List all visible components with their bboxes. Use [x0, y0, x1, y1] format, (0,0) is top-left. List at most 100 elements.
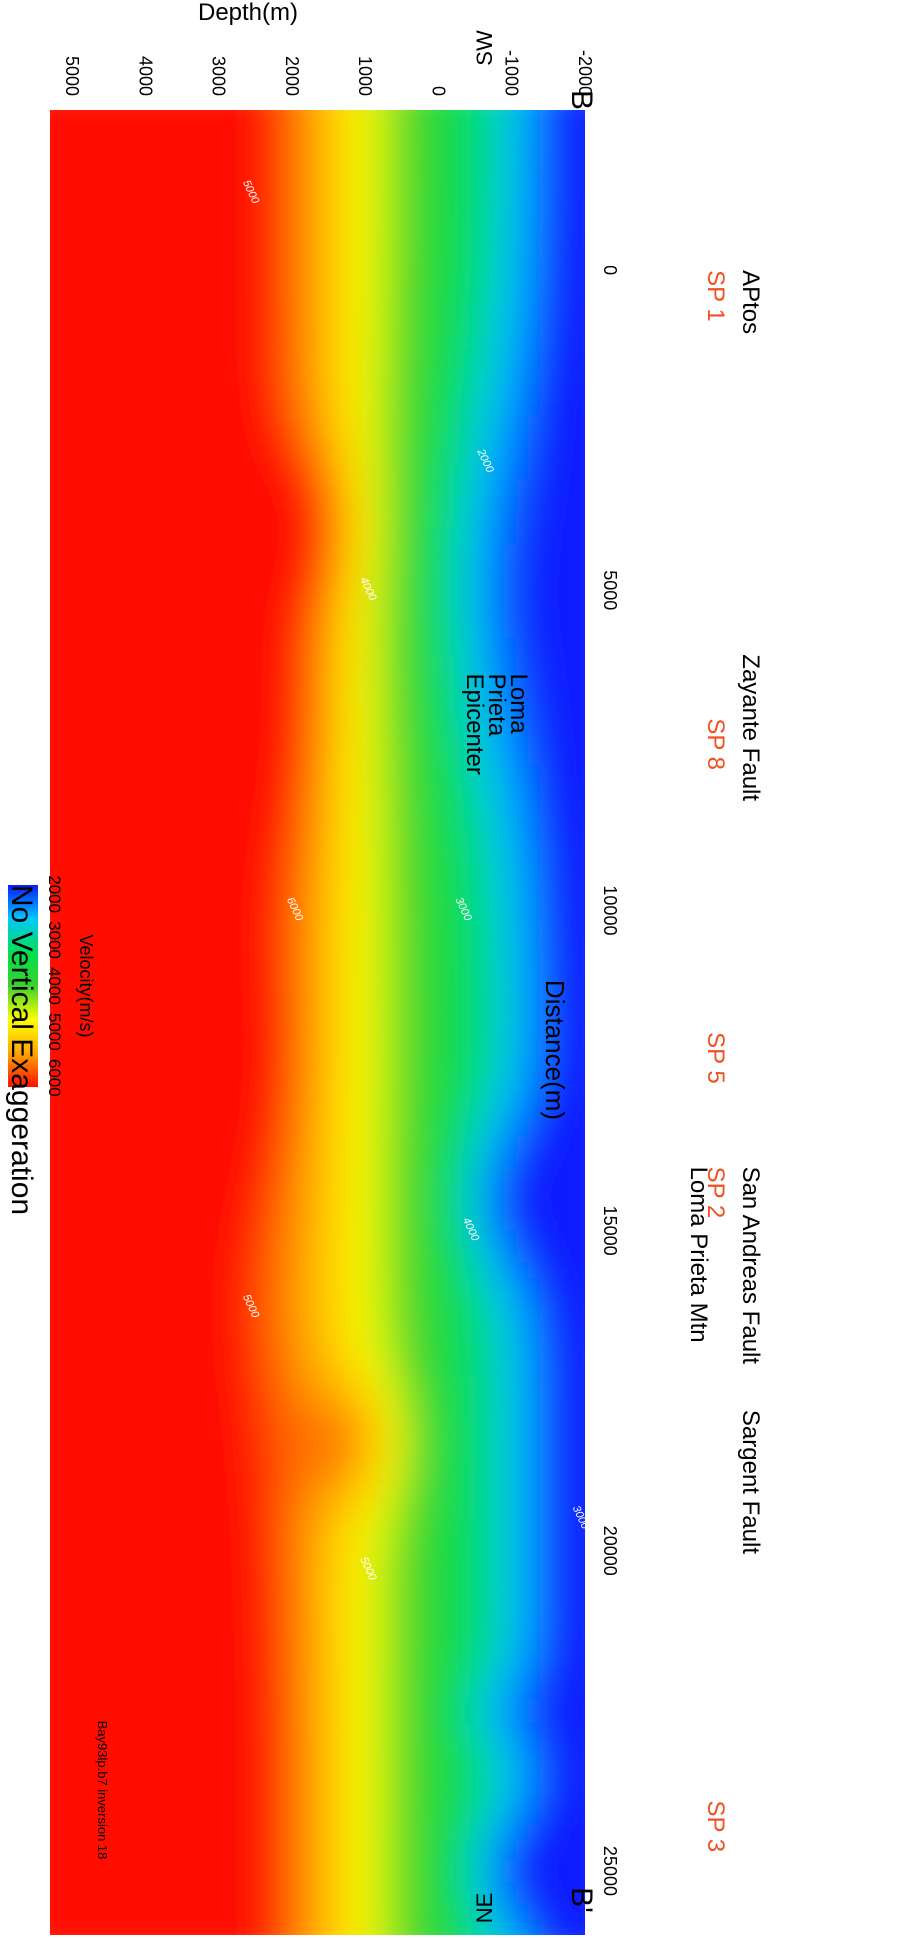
velocity-cell	[515, 1550, 528, 1568]
velocity-cell	[374, 1358, 388, 1376]
velocity-cell	[456, 222, 470, 239]
velocity-cell	[374, 606, 388, 623]
velocity-cell	[351, 1470, 364, 1488]
velocity-cell	[538, 846, 552, 864]
velocity-cell	[105, 1262, 118, 1280]
velocity-cell	[222, 910, 235, 928]
velocity-cell	[409, 686, 423, 703]
velocity-cell	[245, 942, 259, 960]
velocity-cell	[105, 1038, 118, 1056]
velocity-cell	[492, 222, 505, 239]
velocity-cell	[128, 494, 141, 511]
velocity-cell	[433, 414, 446, 431]
velocity-cell	[269, 1038, 282, 1056]
velocity-cell	[222, 350, 235, 367]
velocity-cell	[492, 1390, 505, 1408]
velocity-cell	[280, 1070, 294, 1088]
velocity-cell	[234, 1134, 247, 1152]
velocity-cell	[269, 1326, 282, 1344]
velocity-cell	[93, 862, 106, 880]
velocity-cell	[386, 1566, 399, 1584]
velocity-cell	[574, 126, 585, 143]
velocity-cell	[398, 1070, 411, 1088]
velocity-cell	[93, 590, 106, 607]
velocity-cell	[609, 510, 621, 527]
velocity-cell	[480, 1166, 493, 1184]
velocity-cell	[116, 526, 130, 543]
velocity-cell	[433, 1326, 446, 1344]
velocity-cell	[316, 862, 329, 880]
velocity-cell	[456, 814, 470, 831]
velocity-cell	[374, 830, 388, 848]
velocity-cell	[480, 414, 493, 431]
velocity-cell	[351, 750, 364, 767]
velocity-cell	[409, 526, 423, 543]
velocity-cell	[11, 734, 23, 751]
velocity-cell	[316, 590, 329, 607]
velocity-cell	[58, 430, 71, 447]
velocity-cell	[421, 750, 435, 767]
velocity-cell	[363, 174, 376, 191]
velocity-cell	[538, 222, 552, 239]
velocity-cell	[480, 430, 493, 447]
velocity-cell	[409, 302, 423, 319]
velocity-cell	[574, 1390, 585, 1408]
velocity-cell	[468, 1310, 481, 1328]
velocity-cell	[374, 590, 388, 607]
velocity-cell	[538, 1422, 552, 1440]
velocity-cell	[339, 1086, 352, 1104]
velocity-cell	[468, 718, 481, 735]
velocity-cell	[175, 1454, 188, 1472]
velocity-cell	[198, 382, 212, 399]
velocity-cell	[468, 1502, 481, 1520]
velocity-cell	[586, 974, 598, 991]
velocity-cell	[81, 942, 94, 960]
velocity-cell	[210, 1278, 223, 1296]
velocity-cell	[456, 1054, 470, 1072]
velocity-cell	[550, 286, 564, 303]
velocity-cell	[316, 894, 329, 912]
velocity-cell	[574, 270, 585, 287]
velocity-cell	[152, 862, 165, 880]
velocity-cell	[50, 1022, 59, 1040]
velocity-cell	[398, 302, 411, 319]
velocity-cell	[116, 1134, 130, 1152]
velocity-cell	[386, 1454, 399, 1472]
velocity-cell	[527, 334, 540, 351]
velocity-cell	[562, 1534, 575, 1552]
velocity-cell	[116, 590, 130, 607]
velocity-cell	[327, 1118, 341, 1136]
velocity-cell	[515, 1262, 528, 1280]
velocity-cell	[128, 1326, 141, 1344]
velocity-cell	[421, 334, 435, 351]
velocity-cell	[316, 302, 329, 319]
velocity-cell	[116, 1438, 130, 1456]
velocity-cell	[456, 414, 470, 431]
velocity-cell	[538, 1166, 552, 1184]
velocity-cell	[292, 1134, 306, 1152]
velocity-cell	[175, 158, 188, 175]
velocity-cell	[269, 302, 282, 319]
velocity-cell	[81, 1422, 94, 1440]
velocity-cell	[386, 734, 399, 751]
velocity-cell	[550, 366, 564, 383]
velocity-cell	[386, 1294, 399, 1312]
velocity-cell	[574, 1198, 585, 1216]
velocity-cell	[175, 830, 188, 848]
velocity-cell	[538, 1150, 552, 1168]
velocity-cell	[58, 398, 71, 415]
velocity-cell	[503, 1550, 517, 1568]
velocity-cell	[105, 1198, 118, 1216]
velocity-cell	[257, 238, 270, 255]
velocity-cell	[58, 702, 71, 719]
velocity-cell	[456, 334, 470, 351]
velocity-cell	[93, 846, 106, 864]
velocity-cell	[503, 782, 517, 799]
velocity-cell	[445, 158, 458, 175]
velocity-cell	[175, 990, 188, 1008]
velocity-cell	[351, 718, 364, 735]
velocity-cell	[363, 542, 376, 559]
velocity-cell	[527, 1374, 540, 1392]
velocity-cell	[234, 1518, 247, 1536]
velocity-cell	[105, 734, 118, 751]
